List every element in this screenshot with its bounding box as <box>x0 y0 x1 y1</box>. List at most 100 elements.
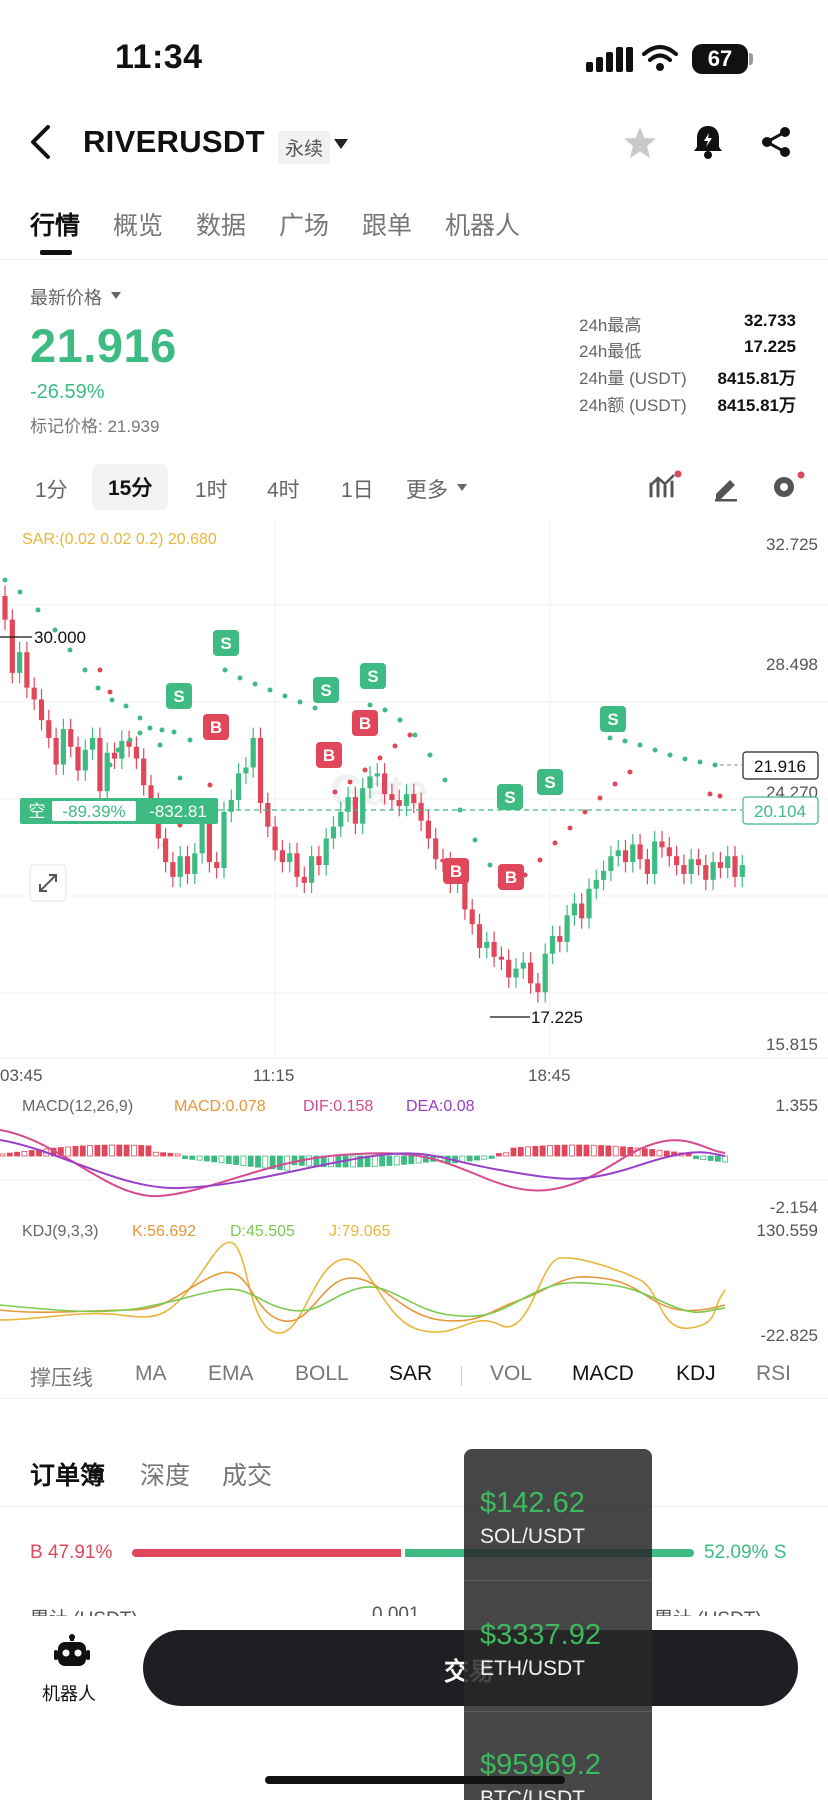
latest-price-label[interactable]: 最新价格 <box>30 288 102 308</box>
macd-bar <box>262 1155 269 1169</box>
signal-box <box>360 663 386 689</box>
macd-pane: MACD(12,26,9) MACD:0.078 DIF:0.158 DEA:0.08… <box>0 1096 818 1217</box>
signal-letter: B <box>210 718 222 737</box>
sar-dot <box>115 747 121 753</box>
position-pnl-pct: -89.39% <box>62 802 125 821</box>
indicator-ma[interactable]: MA <box>135 1362 167 1385</box>
tab-trades[interactable]: 成交 <box>222 1462 273 1490</box>
indicator-ema[interactable]: EMA <box>208 1362 254 1385</box>
back-arrow-icon[interactable] <box>28 124 52 160</box>
indicator-boll[interactable]: BOLL <box>295 1362 349 1385</box>
contract-type-tag: 永续 <box>278 131 331 164</box>
candle-body <box>528 962 534 984</box>
sar-dot <box>237 675 243 681</box>
candle-body <box>301 876 307 883</box>
tab-orderbook[interactable]: 订单簿 <box>30 1462 106 1490</box>
sar-dot <box>252 681 258 687</box>
tab-data[interactable]: 数据 <box>196 212 247 240</box>
fullscreen-arrows <box>39 874 57 892</box>
sar-dot <box>107 689 113 695</box>
sar-dot <box>171 729 177 735</box>
tab-depth[interactable]: 深度 <box>140 1462 191 1490</box>
indicator-settings-icon[interactable] <box>648 470 682 502</box>
indicator-sar[interactable]: SAR <box>389 1362 433 1385</box>
indicator-vol[interactable]: VOL <box>490 1362 533 1385</box>
candle-body <box>111 752 118 759</box>
candle-body <box>725 856 731 869</box>
candle-body <box>250 737 256 768</box>
sar-dot <box>107 762 113 768</box>
candlestick-chart[interactable]: Gate S S S S S S S B B B B B SAR:(0.02 0.02 0.2) 20… <box>0 520 828 1360</box>
macd-bar <box>189 1155 196 1160</box>
fullscreen-icon[interactable] <box>29 864 67 902</box>
sar-dot <box>147 725 153 731</box>
indicator-macd[interactable]: MACD <box>572 1362 634 1385</box>
timeframe-15m[interactable]: 15分 <box>92 464 169 510</box>
macd-bar <box>583 1144 590 1157</box>
sar-dot <box>427 752 433 758</box>
position-side: 空 <box>29 802 46 821</box>
signal-box <box>443 858 469 884</box>
tab-square[interactable]: 广场 <box>279 212 330 240</box>
signal-box <box>213 630 239 656</box>
tab-bots[interactable]: 机器人 <box>445 212 521 240</box>
ticker-sol-price: $142.62 <box>480 1487 585 1519</box>
tab-market[interactable]: 行情 <box>30 212 81 240</box>
cellular-signal-icon <box>586 47 633 72</box>
robot-icon[interactable] <box>54 1634 90 1670</box>
ticker-divider <box>464 1580 652 1581</box>
timeframe-1d[interactable]: 1日 <box>341 479 374 502</box>
candle-body <box>608 856 614 871</box>
macd-bar <box>481 1155 488 1160</box>
signal-letter: B <box>359 714 371 733</box>
signal-letter: B <box>450 862 462 881</box>
timeframe-4h[interactable]: 4时 <box>267 479 300 502</box>
candle-body <box>491 941 497 957</box>
indicator-kdj[interactable]: KDJ <box>676 1362 716 1385</box>
signal-letter: S <box>173 687 184 706</box>
tab-copy-trading[interactable]: 跟单 <box>362 212 413 240</box>
price-alert-bell-icon[interactable] <box>692 124 724 160</box>
candle-body <box>221 811 227 869</box>
timeframe-1m[interactable]: 1分 <box>35 479 68 502</box>
ticker-overlay[interactable]: $142.62 SOL/USDT $3337.92 ETH/USDT $9596… <box>464 1449 652 1800</box>
timeframe-1h[interactable]: 1时 <box>195 479 228 502</box>
robot-label[interactable]: 机器人 <box>42 1684 96 1704</box>
macd-bar <box>211 1155 218 1163</box>
macd-bar <box>422 1155 429 1163</box>
macd-bar <box>649 1149 656 1157</box>
pair-dropdown-icon[interactable] <box>334 139 348 149</box>
macd-bar <box>605 1145 612 1157</box>
pair-title[interactable]: RIVERUSDT <box>83 124 265 159</box>
sar-dot <box>222 667 228 673</box>
sar-dot <box>457 807 463 813</box>
timeframe-more[interactable]: 更多 <box>406 479 448 502</box>
share-icon[interactable] <box>760 126 792 158</box>
sar-dot <box>412 732 418 738</box>
candle-body <box>622 850 629 863</box>
sell-signal-badge: S <box>600 706 626 732</box>
latest-price-dropdown-icon[interactable] <box>111 292 121 299</box>
candle-body <box>9 619 15 673</box>
candle-body <box>615 850 621 857</box>
macd-value: MACD:0.078 <box>174 1098 266 1115</box>
chart-settings-gear-icon[interactable] <box>770 470 806 502</box>
candle-body <box>433 838 439 860</box>
macd-bar <box>517 1147 524 1157</box>
sar-dot <box>397 717 403 723</box>
sar-dot <box>537 857 543 863</box>
tab-overview[interactable]: 概览 <box>113 212 164 240</box>
macd-bar <box>722 1155 729 1163</box>
stat-high-value: 32.733 <box>744 311 796 330</box>
macd-bar <box>569 1144 575 1157</box>
indicator-rsi[interactable]: RSI <box>756 1362 792 1385</box>
more-dropdown-icon[interactable] <box>457 484 467 491</box>
star-icon[interactable] <box>622 126 658 160</box>
sell-ratio: 52.09% S <box>704 1542 787 1563</box>
candle-body <box>710 862 716 880</box>
sar-dot <box>82 667 88 673</box>
divider <box>0 1506 828 1507</box>
signal-box <box>203 714 229 740</box>
indicator-support-resistance[interactable]: 撑压线 <box>30 1367 93 1390</box>
draw-tool-icon[interactable] <box>712 472 742 502</box>
